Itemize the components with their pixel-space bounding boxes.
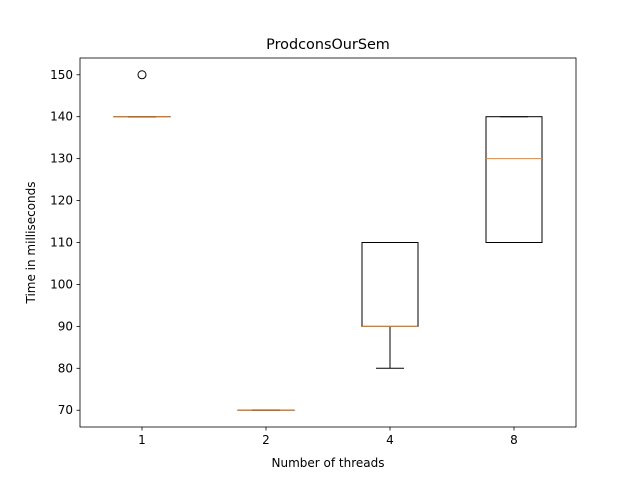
y-axis-label: Time in milliseconds <box>24 181 38 304</box>
y-axis: 70 80 90 100 110 120 130 140 150 <box>50 68 80 417</box>
x-tick-label: 8 <box>510 433 518 447</box>
box-group-8 <box>485 116 543 243</box>
box <box>485 116 543 243</box>
y-tick-label: 80 <box>58 361 73 375</box>
x-axis-label: Number of threads <box>272 456 385 470</box>
x-axis: 1 2 4 8 <box>138 427 518 447</box>
y-tick-label: 90 <box>58 319 73 333</box>
y-tick-label: 120 <box>50 194 73 208</box>
y-tick-label: 130 <box>50 152 73 166</box>
plot-area-frame <box>79 57 577 428</box>
box-plot-marks <box>113 70 543 411</box>
box-group-1 <box>113 70 171 118</box>
x-tick-label: 2 <box>262 433 270 447</box>
x-tick-label: 4 <box>386 433 394 447</box>
y-tick-label: 100 <box>50 277 73 291</box>
chart-title: ProdconsOurSem <box>266 37 390 53</box>
y-tick-label: 150 <box>50 68 73 82</box>
box-group-4 <box>361 242 419 369</box>
x-tick-label: 1 <box>138 433 146 447</box>
y-tick-label: 140 <box>50 110 73 124</box>
y-tick-label: 110 <box>50 236 73 250</box>
outlier-point <box>137 70 147 80</box>
y-tick-label: 70 <box>58 403 73 417</box>
